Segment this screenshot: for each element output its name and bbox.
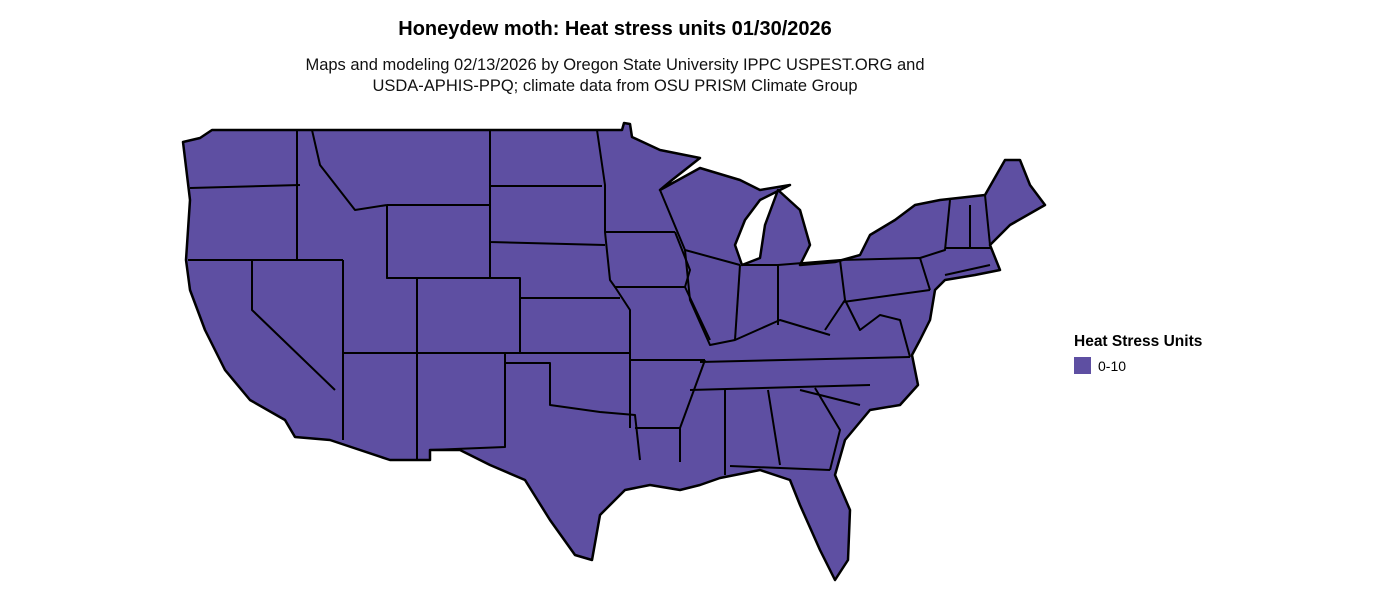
map-title: Honeydew moth: Heat stress units 01/30/2…: [398, 18, 832, 40]
legend-swatch: [1074, 357, 1091, 374]
legend: Heat Stress Units 0-10: [1074, 333, 1202, 374]
subtitle-line-2: USDA-APHIS-PPQ; climate data from OSU PR…: [372, 77, 858, 95]
legend-title: Heat Stress Units: [1074, 333, 1203, 350]
subtitle-line-1: Maps and modeling 02/13/2026 by Oregon S…: [305, 56, 925, 74]
legend-item: 0-10: [1074, 357, 1202, 374]
legend-label: 0-10: [1098, 357, 1127, 374]
map-subtitle: Maps and modeling 02/13/2026 by Oregon S…: [0, 55, 1230, 97]
us-outline: [181, 121, 1047, 582]
state-borders: [188, 129, 992, 475]
